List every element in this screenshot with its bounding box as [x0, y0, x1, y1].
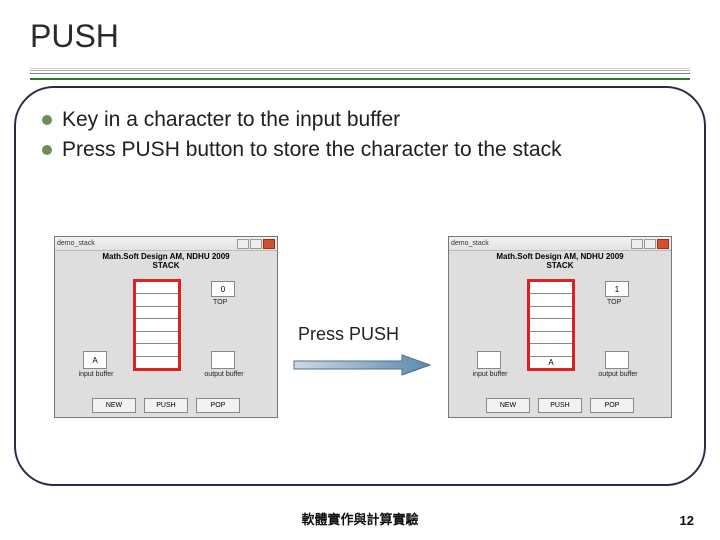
- arrow-label: Press PUSH: [298, 324, 399, 345]
- slide: PUSH Key in a character to the input buf…: [0, 0, 720, 540]
- window-titlebar: demo_stack: [449, 237, 671, 251]
- slide-title-row: PUSH: [30, 18, 690, 68]
- stack-cell: [530, 344, 572, 356]
- input-buffer-label: input buffer: [69, 371, 123, 378]
- bullet-item: Press PUSH button to store the character…: [42, 136, 680, 164]
- window-body: Math.Soft Design AM, NDHU 2009 STACK A 1…: [449, 251, 671, 417]
- stack-cell: [136, 319, 178, 331]
- output-buffer: [605, 351, 629, 369]
- rule-line: [30, 73, 690, 74]
- window-titlebar: demo_stack: [55, 237, 277, 251]
- input-buffer[interactable]: [477, 351, 501, 369]
- output-buffer-label: output buffer: [197, 371, 251, 378]
- new-button[interactable]: NEW: [92, 398, 136, 413]
- bullet-text: Key in a character to the input buffer: [62, 106, 680, 134]
- bullet-dot-icon: [42, 145, 52, 155]
- window-body: Math.Soft Design AM, NDHU 2009 STACK 0 T…: [55, 251, 277, 417]
- new-button[interactable]: NEW: [486, 398, 530, 413]
- maximize-icon[interactable]: [644, 239, 656, 249]
- input-buffer-label: input buffer: [463, 371, 517, 378]
- stack-cell: [136, 307, 178, 319]
- bullet-dot-icon: [42, 115, 52, 125]
- stack-cell: [136, 332, 178, 344]
- stack-cell: A: [530, 357, 572, 368]
- app-header-line2: STACK: [55, 262, 277, 271]
- stack-cell: [530, 332, 572, 344]
- stack-cell: [530, 294, 572, 306]
- screenshot-left: demo_stack Math.Soft Design AM, NDHU 200…: [54, 236, 278, 418]
- top-counter-label: TOP: [607, 299, 621, 306]
- slide-title: PUSH: [30, 18, 690, 55]
- bullet-list: Key in a character to the input buffer P…: [42, 106, 680, 167]
- window-buttons: [237, 239, 275, 249]
- stack-cell: [530, 319, 572, 331]
- minimize-icon[interactable]: [237, 239, 249, 249]
- stack-cell: [136, 344, 178, 356]
- bullet-text: Press PUSH button to store the character…: [62, 136, 680, 164]
- window-title: demo_stack: [57, 240, 95, 247]
- button-row: NEW PUSH POP: [449, 398, 671, 413]
- pop-button[interactable]: POP: [196, 398, 240, 413]
- minimize-icon[interactable]: [631, 239, 643, 249]
- stack-cell: [136, 282, 178, 294]
- stack-cell: [530, 307, 572, 319]
- output-buffer: [211, 351, 235, 369]
- maximize-icon[interactable]: [250, 239, 262, 249]
- stack-cell: [136, 357, 178, 368]
- window-title: demo_stack: [451, 240, 489, 247]
- stack-cell: [136, 294, 178, 306]
- stack-visual: A: [527, 279, 575, 371]
- screenshot-right: demo_stack Math.Soft Design AM, NDHU 200…: [448, 236, 672, 418]
- push-button[interactable]: PUSH: [144, 398, 188, 413]
- rule-line: [30, 78, 690, 80]
- output-buffer-label: output buffer: [591, 371, 645, 378]
- arrow-icon: [292, 352, 432, 378]
- rule-line: [30, 70, 690, 71]
- top-counter: 1: [605, 281, 629, 297]
- content-card: Key in a character to the input buffer P…: [14, 86, 706, 486]
- stack-cell: [530, 282, 572, 294]
- window-buttons: [631, 239, 669, 249]
- top-counter-label: TOP: [213, 299, 227, 306]
- close-icon[interactable]: [263, 239, 275, 249]
- bullet-item: Key in a character to the input buffer: [42, 106, 680, 134]
- top-counter: 0: [211, 281, 235, 297]
- button-row: NEW PUSH POP: [55, 398, 277, 413]
- push-button[interactable]: PUSH: [538, 398, 582, 413]
- pop-button[interactable]: POP: [590, 398, 634, 413]
- app-header: Math.Soft Design AM, NDHU 2009 STACK: [55, 251, 277, 271]
- app-header-line2: STACK: [449, 262, 671, 271]
- page-number: 12: [680, 513, 694, 528]
- stack-visual: [133, 279, 181, 371]
- input-buffer[interactable]: A: [83, 351, 107, 369]
- app-header: Math.Soft Design AM, NDHU 2009 STACK: [449, 251, 671, 271]
- close-icon[interactable]: [657, 239, 669, 249]
- footer-text: 軟體實作與計算實驗: [0, 509, 720, 528]
- rule-line: [30, 68, 690, 69]
